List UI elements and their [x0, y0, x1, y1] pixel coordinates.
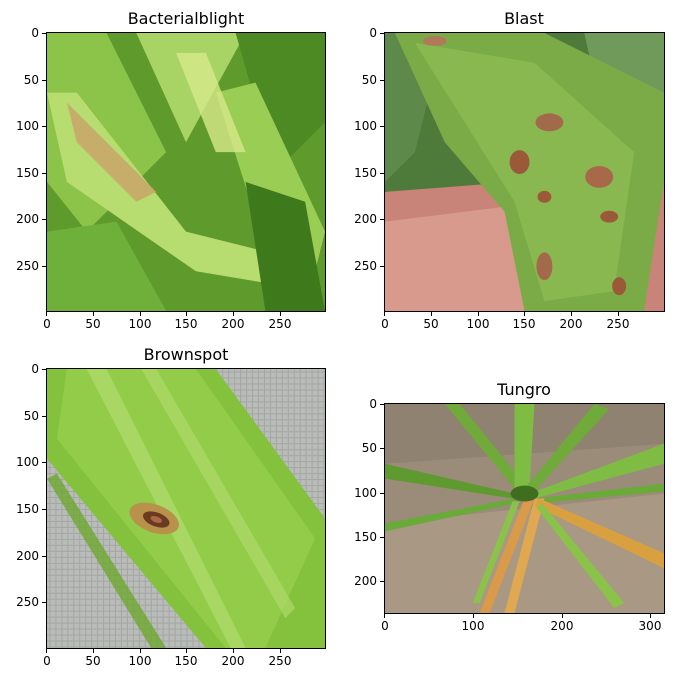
y-tick: 100 — [16, 455, 39, 469]
y-tick: 0 — [31, 26, 39, 40]
x-tick: 150 — [174, 654, 198, 668]
panel-title: Tungro — [497, 380, 551, 399]
x-tick: 100 — [461, 619, 485, 633]
y-tick: 100 — [354, 486, 377, 500]
x-tick: 0 — [43, 317, 51, 331]
x-tick: 150 — [512, 317, 536, 331]
leaf-image-brownspot — [46, 368, 326, 649]
x-tick: 150 — [174, 317, 198, 331]
x-tick: 250 — [268, 654, 292, 668]
y-tick: 50 — [23, 409, 39, 423]
y-tick: 150 — [16, 502, 39, 516]
y-tick: 200 — [16, 212, 39, 226]
x-tick: 300 — [638, 619, 662, 633]
x-tick: 50 — [85, 654, 101, 668]
x-tick: 100 — [128, 654, 152, 668]
x-tick: 200 — [221, 317, 245, 331]
leaf-image-tungro — [384, 403, 665, 614]
brownspot-photo — [47, 369, 325, 648]
y-tick: 50 — [361, 441, 377, 455]
x-tick: 200 — [559, 317, 583, 331]
y-tick: 150 — [354, 530, 377, 544]
y-tick: 250 — [16, 259, 39, 273]
x-tick: 100 — [128, 317, 152, 331]
leaf-image-blast — [384, 32, 665, 312]
x-tick: 250 — [606, 317, 630, 331]
y-tick: 50 — [361, 73, 377, 87]
x-tick: 0 — [381, 317, 389, 331]
x-tick: 0 — [43, 654, 51, 668]
x-tick: 200 — [550, 619, 574, 633]
y-tick: 200 — [354, 212, 377, 226]
y-tick: 50 — [23, 73, 39, 87]
y-tick: 0 — [369, 397, 377, 411]
x-tick: 50 — [85, 317, 101, 331]
x-tick: 250 — [268, 317, 292, 331]
y-tick: 250 — [16, 595, 39, 609]
x-tick: 200 — [221, 654, 245, 668]
y-tick: 0 — [369, 26, 377, 40]
y-tick: 200 — [16, 549, 39, 563]
y-tick: 100 — [354, 119, 377, 133]
panel-title: Brownspot — [143, 345, 229, 364]
y-tick: 200 — [354, 574, 377, 588]
y-tick: 0 — [31, 362, 39, 376]
y-tick: 250 — [354, 259, 377, 273]
panel-title: Bacterialblight — [127, 9, 245, 28]
x-tick: 0 — [381, 619, 389, 633]
x-tick: 100 — [466, 317, 490, 331]
panel-title: Blast — [504, 9, 544, 28]
y-tick: 150 — [354, 166, 377, 180]
x-tick: 50 — [423, 317, 439, 331]
blast-photo — [385, 33, 664, 311]
bacterialblight-photo — [47, 33, 325, 311]
tungro-photo — [385, 404, 664, 613]
y-tick: 100 — [16, 119, 39, 133]
leaf-image-bacterialblight — [46, 32, 326, 312]
y-tick: 150 — [16, 166, 39, 180]
